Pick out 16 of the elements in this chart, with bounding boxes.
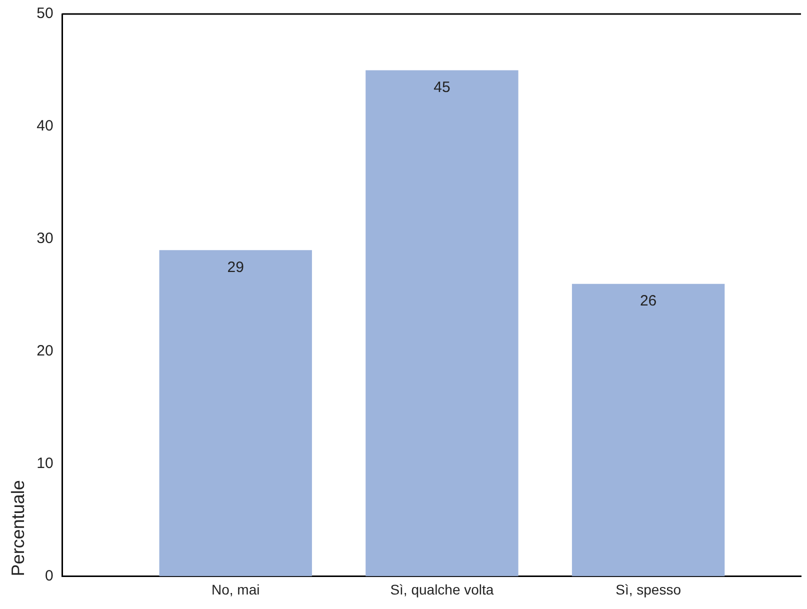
bar	[159, 250, 312, 576]
y-tick-label: 10	[36, 454, 54, 472]
y-tick-label: 50	[36, 5, 54, 22]
y-tick-label: 0	[44, 567, 54, 584]
x-tick-label: Sì, spesso	[616, 581, 682, 598]
x-tick-label: Sì, qualche volta	[390, 581, 494, 598]
y-tick-label: 30	[36, 230, 54, 248]
x-tick-label: No, mai	[211, 581, 260, 598]
bar	[572, 284, 725, 576]
data-label: 29	[227, 258, 244, 276]
y-tick-label: 40	[36, 118, 54, 135]
y-tick-label: 20	[36, 342, 54, 360]
bar	[366, 70, 518, 576]
data-label: 45	[434, 78, 450, 96]
y-axis-title: Percentuale	[8, 480, 28, 576]
data-label: 26	[640, 292, 657, 310]
